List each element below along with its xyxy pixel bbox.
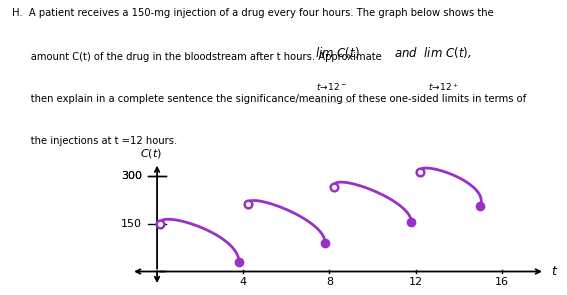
Text: $C(t)$: $C(t)$ <box>139 147 162 160</box>
Text: 300: 300 <box>121 171 142 181</box>
Text: amount C(t) of the drug in the bloodstream after t hours. Approximate: amount C(t) of the drug in the bloodstre… <box>12 52 382 62</box>
Text: 4: 4 <box>240 277 247 287</box>
Text: 12: 12 <box>409 277 422 287</box>
Text: $\uparrow$: $\uparrow$ <box>146 159 155 169</box>
Text: $t\!\to\!12^+$: $t\!\to\!12^+$ <box>428 81 459 93</box>
Text: $t\!\to\!12^-$: $t\!\to\!12^-$ <box>316 81 348 92</box>
Text: 150: 150 <box>121 219 142 229</box>
Text: then explain in a complete sentence the significance/meaning of these one-sided : then explain in a complete sentence the … <box>12 94 527 104</box>
Text: H.  A patient receives a 150-mg injection of a drug every four hours. The graph : H. A patient receives a 150-mg injection… <box>12 8 494 18</box>
Text: 300: 300 <box>121 171 142 181</box>
Text: and  lim $C(t)$,: and lim $C(t)$, <box>394 45 472 60</box>
Text: $t$: $t$ <box>551 265 558 278</box>
Text: the injections at t =12 hours.: the injections at t =12 hours. <box>12 136 177 146</box>
Text: 8: 8 <box>326 277 333 287</box>
Text: lim $C(t)$: lim $C(t)$ <box>315 45 359 60</box>
Text: _ _ _ _ _ _ _: _ _ _ _ _ _ _ <box>316 96 354 102</box>
Text: 16: 16 <box>495 277 509 287</box>
